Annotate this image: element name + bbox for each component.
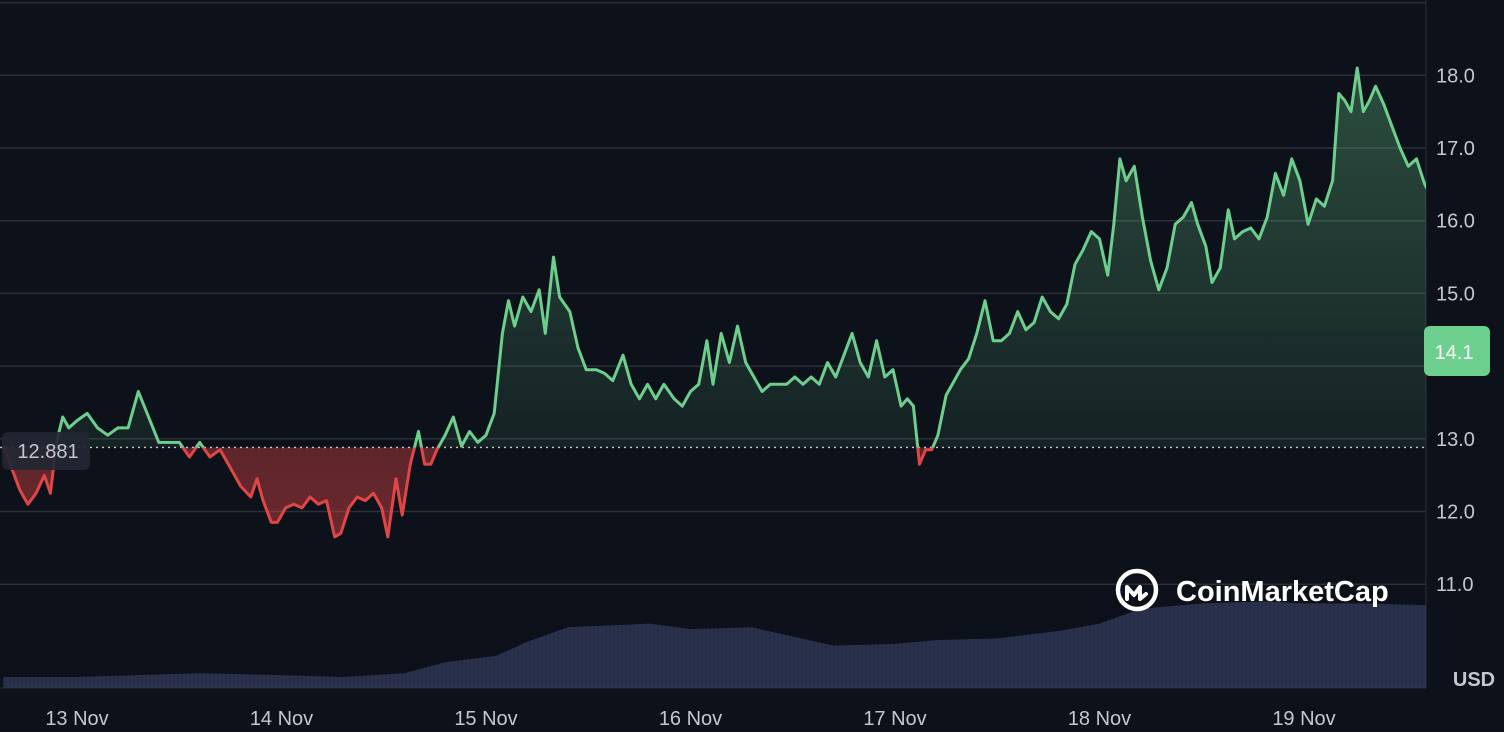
x-tick-label: 17 Nov bbox=[863, 708, 926, 730]
baseline-badge: 12.881 bbox=[2, 432, 90, 470]
watermark-text: CoinMarketCap bbox=[1176, 576, 1389, 608]
x-tick-label: 19 Nov bbox=[1272, 708, 1335, 730]
current-price-badge: 14.1 bbox=[1424, 326, 1490, 376]
x-axis: 13 Nov 14 Nov 15 Nov 16 Nov 17 Nov 18 Nov 19 N… bbox=[45, 708, 1335, 730]
current-price-label: 14.1 bbox=[1435, 342, 1474, 364]
price-fill bbox=[3, 68, 1426, 537]
coinmarketcap-watermark: CoinMarketCap bbox=[1115, 568, 1389, 612]
coinmarketcap-logo-icon bbox=[1115, 568, 1159, 612]
price-line-below-baseline bbox=[2, 447, 935, 539]
x-tick-label: 15 Nov bbox=[454, 708, 517, 730]
price-line-above-baseline bbox=[1, 66, 1426, 448]
y-tick-label: 17.0 bbox=[1436, 138, 1475, 160]
y-tick-label: 12.0 bbox=[1436, 502, 1475, 524]
x-tick-label: 18 Nov bbox=[1068, 708, 1131, 730]
price-fill-below-baseline bbox=[3, 447, 933, 537]
baseline-value-label: 12.881 bbox=[17, 441, 78, 463]
x-tick-label: 14 Nov bbox=[250, 708, 313, 730]
volume-bars bbox=[1, 586, 1423, 688]
y-tick-label: 11.0 bbox=[1436, 574, 1473, 596]
grid-lines bbox=[0, 1, 1426, 585]
price-fill-above-baseline bbox=[3, 68, 1426, 448]
currency-unit-label: USD bbox=[1453, 669, 1495, 691]
y-axis: 11.0 12.0 13.0 15.0 16.0 17.0 18.0 bbox=[1436, 65, 1475, 596]
y-tick-label: 18.0 bbox=[1436, 65, 1475, 87]
y-tick-label: 16.0 bbox=[1436, 211, 1475, 233]
y-tick-label: 15.0 bbox=[1436, 283, 1475, 305]
x-tick-label: 16 Nov bbox=[659, 708, 722, 730]
volume-area bbox=[3, 601, 1426, 688]
x-tick-label: 13 Nov bbox=[45, 708, 108, 730]
y-tick-label: 13.0 bbox=[1436, 429, 1475, 451]
